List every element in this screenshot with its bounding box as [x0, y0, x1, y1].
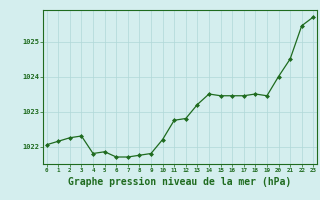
X-axis label: Graphe pression niveau de la mer (hPa): Graphe pression niveau de la mer (hPa)	[68, 177, 292, 187]
